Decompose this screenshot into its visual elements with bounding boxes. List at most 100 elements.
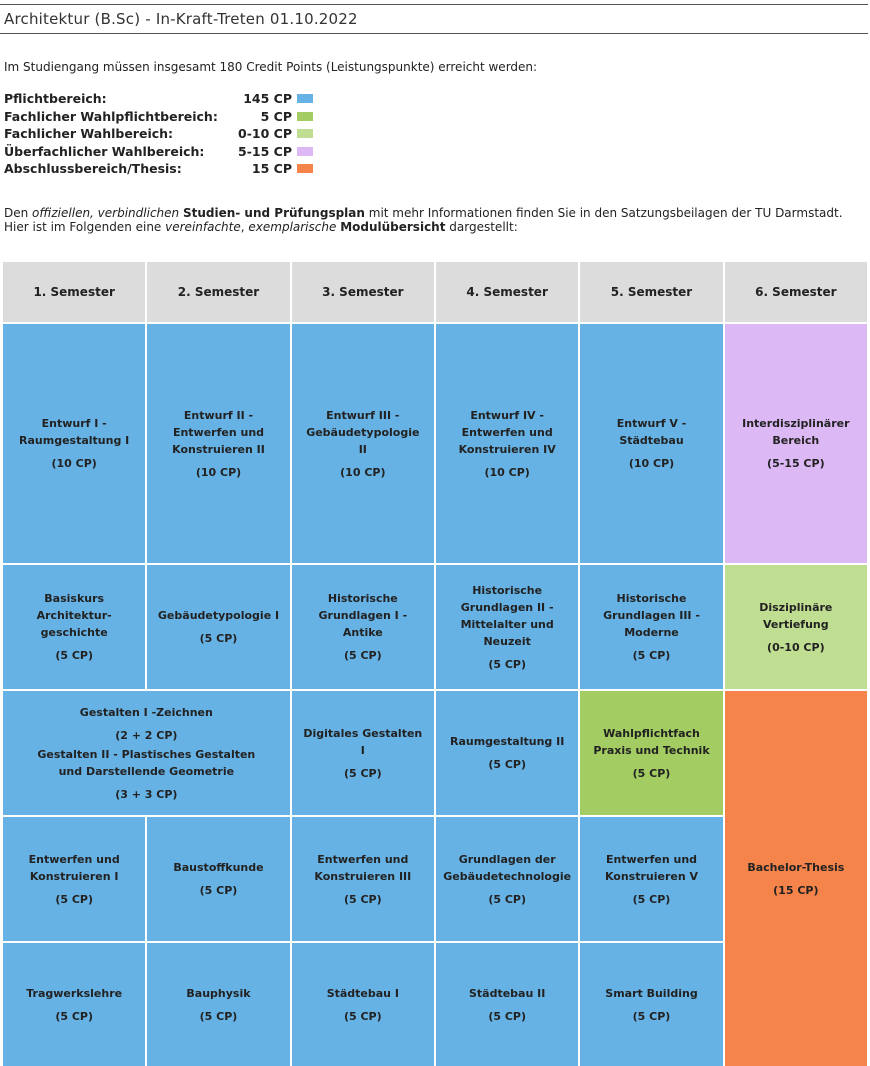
module-cp: (5 CP): [343, 766, 382, 780]
module-interdisziplinaer: Interdisziplinärer Bereich (5-15 CP): [724, 324, 867, 563]
legend-cp: 5-15 CP: [238, 143, 292, 159]
module-name-line: Moderne: [624, 626, 679, 639]
module-name-line: Smart Building: [605, 986, 698, 1000]
module-digitales: Digitales Gestalten I (5 CP): [291, 691, 434, 815]
legend-row-ueberfachlich: Überfachlicher Wahlbereich: 5-15 CP: [4, 143, 313, 161]
module-name-line: Konstruieren II: [172, 442, 265, 456]
page-title: Architektur (B.Sc) - In-Kraft-Treten 01.…: [4, 10, 358, 28]
semester-header-3: 3. Semester: [291, 262, 434, 322]
legend-cp: 5 CP: [260, 108, 292, 124]
intro-text: Im Studiengang müssen insgesamt 180 Cred…: [4, 60, 538, 74]
module-name-line: Historische: [616, 592, 687, 605]
module-thesis: Bachelor-Thesis (15 CP): [724, 691, 867, 1066]
module-name-line: Entwerfen und: [172, 425, 265, 439]
module-cp: (5 CP): [199, 632, 238, 645]
module-name-line: Architektur-: [36, 609, 112, 622]
module-cp: (5 CP): [632, 649, 671, 662]
module-cp: (10 CP): [195, 465, 242, 479]
legend-swatch: [297, 129, 313, 139]
module-name-line: Gebäudetypologie I: [157, 609, 280, 622]
module-name-line: Entwurf I -: [41, 417, 107, 430]
module-name-line: Interdisziplinärer: [742, 417, 850, 430]
module-entwurf1: Entwurf I - Raumgestaltung I (10 CP): [3, 324, 146, 563]
module-name-line: Grundlagen II -: [460, 600, 554, 614]
module-name-line: Mittelalter und: [460, 617, 554, 631]
module-name-line: Baustoffkunde: [173, 861, 264, 874]
module-name-line: Basiskurs: [44, 592, 105, 605]
legend-swatch: [297, 111, 313, 121]
module-name-line: Entwurf V -: [616, 417, 687, 430]
module-ek3: Entwerfen und Konstruieren III (5 CP): [291, 817, 434, 941]
module-name-line: Gebäudetechnologie: [443, 869, 572, 883]
module-cp: (5 CP): [343, 892, 382, 906]
semester-header-4: 4. Semester: [435, 262, 579, 322]
module-name-line: Städtebau I: [326, 986, 399, 1000]
legend-label: Abschlussbereich/Thesis:: [4, 161, 182, 177]
legend-label: Fachlicher Wahlpflichtbereich:: [4, 108, 218, 124]
module-cp: (5 CP): [55, 892, 93, 906]
module-entwurf5: Entwurf V - Städtebau (10 CP): [580, 324, 723, 563]
module-cp: (10 CP): [340, 465, 386, 479]
module-name-line: Gebäudetypologie II: [306, 425, 420, 456]
module-name-line: Neuzeit: [483, 634, 531, 648]
module-name-line: Konstruieren I: [29, 869, 119, 883]
legend-row-wahl: Fachlicher Wahlbereich: 0-10 CP: [4, 125, 313, 143]
legend-label: Pflichtbereich:: [4, 91, 107, 107]
module-basiskurs: Basiskurs Architektur-geschichte (5 CP): [3, 565, 146, 689]
module-name-line: Disziplinäre: [759, 600, 833, 614]
module-gebaeudetechnologie: Grundlagen der Gebäudetechnologie (5 CP): [435, 817, 579, 941]
module-name-line: Bereich: [772, 434, 820, 447]
module-name-line: Praxis und Technik: [593, 743, 710, 757]
module-cp: (5 CP): [55, 1009, 93, 1023]
module-name-line: Konstruieren V: [604, 869, 699, 883]
module-historische2: Historische Grundlagen II - Mittelalter un…: [435, 565, 579, 689]
module-cp: (5 CP): [488, 657, 526, 671]
module-name-line: Entwerfen und: [317, 852, 409, 866]
module-name-line: Konstruieren IV: [458, 442, 556, 456]
module-name-line: Vertiefung: [763, 617, 829, 631]
module-vertiefung: Disziplinäre Vertiefung (0-10 CP): [724, 565, 867, 689]
module-name-line: Bauphysik: [186, 986, 251, 1000]
module-cp: (5 CP): [199, 1009, 238, 1023]
legend-swatch: [297, 164, 313, 174]
module-cp: (5 CP): [343, 649, 382, 662]
title-bottom-rule: [0, 33, 868, 34]
module-name-line: Entwurf III -: [326, 408, 400, 422]
module-cp: (10 CP): [628, 457, 675, 470]
module-cp: (10 CP): [51, 457, 97, 470]
legend-cp: 0-10 CP: [238, 126, 292, 142]
legend-swatch: [297, 94, 313, 104]
module-cp: (5 CP): [55, 649, 93, 662]
module-name-line: Entwerfen und: [605, 852, 698, 866]
module-historische1: Historische Grundlagen I - Antike (5 CP): [291, 565, 434, 689]
module-cp: (5-15 CP): [767, 457, 825, 470]
module-name-line: Städtebau II: [468, 986, 546, 1000]
studienplan-link[interactable]: Studien- und Prüfungsplan: [182, 206, 365, 220]
module-name-line: geschichte: [40, 626, 108, 639]
module-name-line: Digitales Gestalten I: [303, 726, 423, 757]
module-wahlpflicht: Wahlpflichtfach Praxis und Technik (5 CP): [580, 691, 723, 815]
legend-cp: 145 CP: [243, 91, 292, 107]
credit-legend: Pflichtbereich: 145 CP Fachlicher Wahlpf…: [4, 90, 313, 178]
module-bauphysik: Bauphysik (5 CP): [147, 943, 290, 1066]
module-name-line: Wahlpflichtfach: [603, 726, 700, 740]
module-ek1: Entwerfen und Konstruieren I (5 CP): [3, 817, 146, 941]
module-cp: (5 CP): [199, 884, 238, 897]
module-historische3: Historische Grundlagen III - Moderne (5 CP): [580, 565, 723, 689]
module-name-line: Antike: [342, 626, 383, 639]
module-name-line: Konstruieren III: [314, 869, 412, 883]
module-name-line: Tragwerkslehre: [26, 986, 123, 1000]
module-cp: (15 CP): [773, 883, 819, 897]
module-name-line: Entwurf II -: [183, 408, 254, 422]
legend-label: Fachlicher Wahlbereich:: [4, 126, 174, 142]
module-cp: (5 CP): [632, 892, 671, 906]
module-name-line: Entwurf IV -: [470, 408, 544, 422]
module-name-line: Entwerfen und: [28, 852, 120, 866]
module-cp: (5 CP): [343, 1009, 382, 1023]
module-name-line: Raumgestaltung II: [449, 735, 565, 748]
legend-row-pflicht: Pflichtbereich: 145 CP: [4, 90, 313, 108]
module-entwurf2: Entwurf II - Entwerfen und Konstruieren II…: [147, 324, 290, 563]
module-name-line: Städtebau: [619, 434, 684, 447]
module-cp: (0-10 CP): [767, 640, 825, 654]
module-staedtebau2: Städtebau II (5 CP): [435, 943, 579, 1066]
